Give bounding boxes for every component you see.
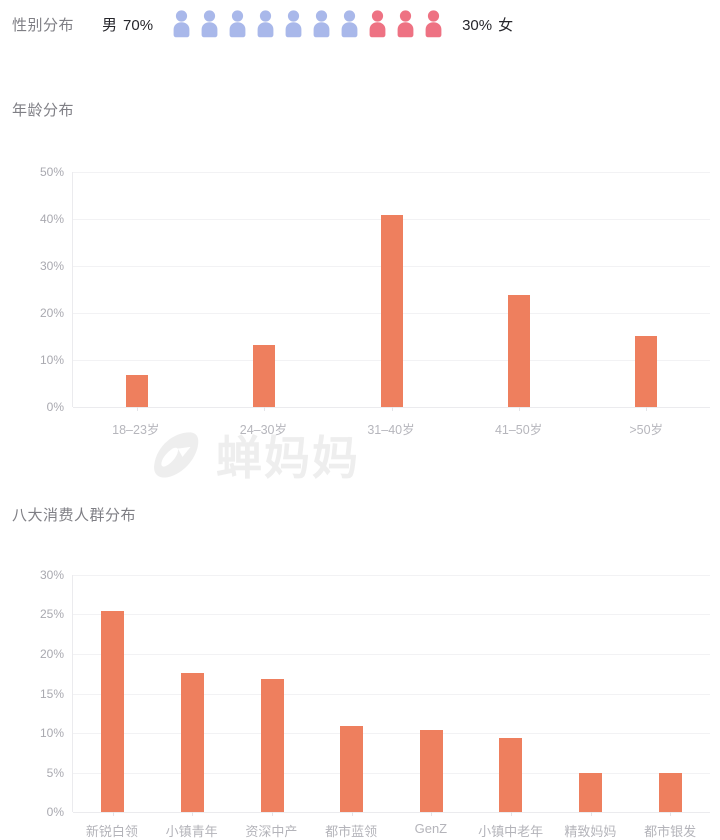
crowd-chart-xlabels: 新锐白领 小镇青年 资深中产 都市蓝领 GenZ 小镇中老年 精致妈妈 都市银发 — [72, 821, 710, 840]
age-chart-xlabels: 18–23岁 24–30岁 31–40岁 41–50岁 >50岁 — [72, 419, 710, 438]
male-person-icon — [171, 10, 192, 38]
bar[interactable] — [101, 611, 125, 812]
bar-slot[interactable] — [73, 575, 153, 816]
y-axis-tick: 0% — [46, 400, 64, 414]
bar[interactable] — [125, 375, 148, 407]
y-axis-tick: 30% — [39, 259, 64, 273]
female-person-icon — [367, 10, 388, 38]
y-axis-tick: 5% — [46, 765, 64, 780]
gender-people-icons — [171, 10, 444, 38]
x-axis-label: 新锐白领 — [85, 824, 138, 839]
y-axis-tick: 20% — [39, 306, 64, 320]
bar-slot[interactable] — [153, 575, 233, 816]
age-section-title: 年龄分布 — [12, 102, 75, 119]
x-axis-label: 小镇青年 — [165, 824, 218, 839]
bar-slot[interactable] — [471, 575, 551, 816]
x-axis-label: 24–30岁 — [239, 423, 288, 437]
y-axis-tick: 50% — [39, 165, 64, 179]
crowd-distribution-chart: 蝉妈妈 0%5%10%15%20%25%30% 新锐白领小镇青年资深中产都市蓝领… — [0, 563, 720, 840]
age-chart-plot: 0% 10% 20% 30% 40% 50% — [40, 165, 710, 414]
bar-slot[interactable] — [392, 575, 472, 816]
y-axis-tick: 10% — [39, 725, 64, 740]
y-axis-tick: 20% — [39, 646, 64, 661]
male-label: 男 — [102, 16, 118, 34]
crowd-chart-plot: 0% 5% 10% 15% 20% 25% 30% — [40, 568, 710, 819]
male-person-icon — [283, 10, 304, 38]
x-axis-label: 小镇中老年 — [478, 824, 544, 839]
y-axis-tick: 10% — [39, 353, 64, 367]
x-axis-tickmark — [670, 812, 672, 816]
male-percent: 70% — [123, 16, 154, 34]
x-axis-tickmark — [391, 407, 393, 411]
male-person-icon — [339, 10, 360, 38]
bar[interactable] — [658, 773, 682, 812]
female-label-group: 30% 女 — [462, 14, 513, 35]
female-label: 女 — [498, 16, 514, 34]
bar-slot[interactable] — [328, 172, 455, 411]
gender-distribution-row: 性别分布 男 70% 30% 女 — [0, 0, 720, 48]
x-axis-tickmark — [272, 812, 274, 816]
x-axis-label: 资深中产 — [245, 824, 298, 839]
bar[interactable] — [419, 729, 443, 812]
bar-slot[interactable] — [583, 172, 710, 411]
bar[interactable] — [253, 344, 276, 407]
y-axis-tick: 40% — [39, 212, 64, 226]
crowd-chart-bars — [73, 575, 710, 816]
bar-slot[interactable] — [312, 575, 392, 816]
x-axis-tickmark — [431, 812, 433, 816]
x-axis-tickmark — [510, 812, 512, 816]
y-axis-tick: 25% — [39, 607, 64, 622]
bar[interactable] — [579, 772, 603, 812]
x-axis-tickmark — [518, 407, 520, 411]
x-axis-tickmark — [590, 812, 592, 816]
bar-slot[interactable] — [455, 172, 582, 411]
x-axis-label: 都市银发 — [644, 824, 697, 839]
bar-slot[interactable] — [200, 172, 327, 411]
x-axis-label: 18–23岁 — [112, 423, 160, 437]
x-axis-tickmark — [136, 407, 138, 411]
bar[interactable] — [340, 725, 364, 812]
bar-slot[interactable] — [73, 172, 200, 411]
x-axis-tickmark — [192, 812, 194, 816]
female-person-icon — [395, 10, 416, 38]
age-chart-bars — [73, 172, 710, 411]
female-person-icon — [423, 10, 444, 38]
female-percent: 30% — [462, 16, 493, 34]
y-axis-tick: 15% — [39, 686, 64, 701]
male-label-group: 男 70% — [102, 14, 153, 35]
bar-slot[interactable] — [232, 575, 312, 816]
age-distribution-chart: 蝉妈妈 0% 10% 20% 30% 40% 50% 18–23岁 24–30岁 31–40岁… — [0, 160, 720, 485]
x-axis-label: 31–40岁 — [367, 423, 415, 437]
bar[interactable] — [635, 335, 658, 407]
bar[interactable] — [380, 214, 403, 407]
bar[interactable] — [180, 672, 204, 812]
gender-distribution-title: 性别分布 — [12, 16, 75, 34]
x-axis-tickmark — [112, 812, 114, 816]
bar[interactable] — [507, 294, 530, 407]
male-person-icon — [255, 10, 276, 38]
bar-slot[interactable] — [630, 575, 710, 816]
male-person-icon — [311, 10, 332, 38]
bar-slot[interactable] — [551, 575, 631, 816]
x-axis-label: 41–50岁 — [494, 423, 543, 437]
x-axis-tickmark — [351, 812, 353, 816]
male-person-icon — [227, 10, 248, 38]
crowd-section-title: 八大消费人群分布 — [12, 507, 137, 524]
male-person-icon — [199, 10, 220, 38]
x-axis-tickmark — [646, 407, 648, 411]
x-axis-label: 精致妈妈 — [564, 824, 617, 839]
x-axis-label: 都市蓝领 — [325, 824, 378, 839]
x-axis-tickmark — [264, 407, 266, 411]
y-axis-tick: 30% — [39, 568, 64, 582]
bar[interactable] — [499, 737, 523, 812]
bar[interactable] — [260, 679, 284, 812]
x-axis-label: GenZ — [414, 821, 448, 836]
x-axis-label: >50岁 — [629, 423, 664, 437]
y-axis-tick: 0% — [46, 805, 64, 819]
